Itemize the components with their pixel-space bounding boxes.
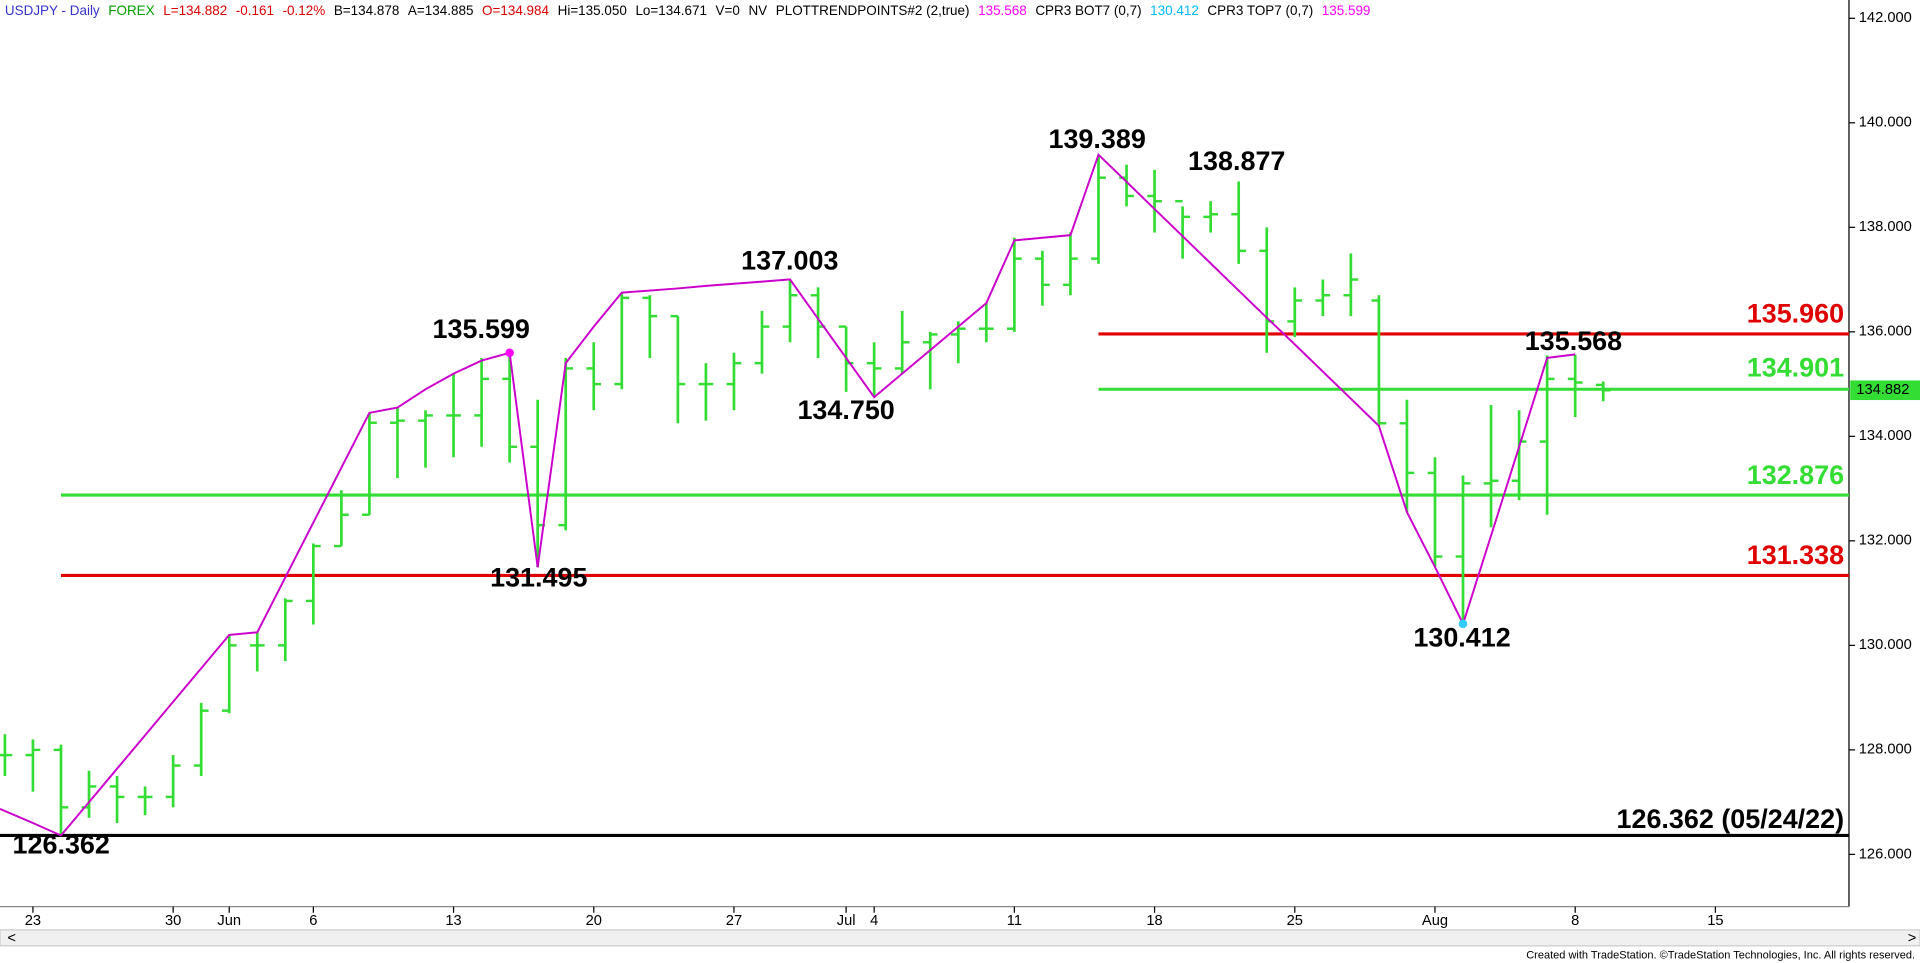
header-item: FOREX [108,3,154,18]
header-item: CPR3 BOT7 (0,7) [1035,3,1141,18]
header-item: NV [748,3,767,18]
x-tick-label: 11 [1007,913,1022,929]
header-item: Hi=135.050 [558,3,627,18]
x-tick-label: 15 [1707,913,1723,929]
y-tick-label: 128.000 [1859,742,1912,758]
x-tick-label: Jun [217,913,241,929]
header-item: -0.12% [283,3,326,18]
level-label: 131.338 [1747,540,1844,570]
header-item: PLOTTRENDPOINTS#2 (2,true) [776,3,970,18]
x-tick-label: 6 [309,913,317,929]
x-tick-label: 23 [25,913,41,929]
y-tick-label: 142.000 [1859,10,1912,26]
header-item: 135.599 [1322,3,1371,18]
pivot-label: 134.750 [797,395,894,425]
pivot-label: 139.389 [1048,124,1145,154]
scrollbar[interactable] [0,929,1920,947]
pivot-high [505,348,514,358]
header-item: V=0 [716,3,740,18]
y-tick-label: 130.000 [1859,637,1912,653]
y-tick-label: 138.000 [1859,219,1912,235]
pivot-label: 126.362 [13,830,110,860]
last-price-box [1850,380,1920,401]
trend-line [0,152,1576,837]
x-tick-label: Jul [837,913,856,929]
header-item: Lo=134.671 [635,3,707,18]
header-item: O=134.984 [482,3,550,18]
header-item: 130.412 [1150,3,1199,18]
header-item: 135.568 [978,3,1027,18]
y-tick-label: 140.000 [1859,115,1912,131]
scroll-left[interactable]: < [7,930,16,946]
pivot-low [1458,619,1468,629]
pivot-label: 130.412 [1413,623,1510,653]
level-label: 134.901 [1747,353,1844,383]
header-item: B=134.878 [334,3,400,18]
header-item: A=134.885 [408,3,474,18]
header-item: CPR3 TOP7 (0,7) [1207,3,1313,18]
x-tick-label: 13 [445,913,461,929]
level-label: 126.362 (05/24/22) [1616,804,1844,834]
last-price-label: 134.882 [1856,382,1909,398]
x-tick-label: 4 [870,913,878,929]
pivot-label: 131.495 [490,563,587,593]
y-tick-label: 126.000 [1859,846,1912,862]
pivot-label: 135.568 [1525,326,1622,356]
x-tick-label: 27 [726,913,742,929]
x-tick-label: 8 [1571,913,1579,929]
pivot-label: 135.599 [433,314,530,344]
y-tick-label: 132.000 [1859,533,1912,549]
header-item: -0.161 [236,3,274,18]
header: USDJPY - Daily FOREX L=134.882 -0.161 -0.12%… [5,3,1371,18]
header-item: L=134.882 [163,3,227,18]
x-tick-label: 25 [1287,913,1303,929]
pivot-label: 137.003 [741,245,838,275]
level-label: 135.960 [1747,299,1844,329]
x-tick-label: 30 [165,913,181,929]
level-label: 132.876 [1747,460,1844,490]
header-item: USDJPY - Daily [5,3,100,18]
x-tick-label: 20 [586,913,602,929]
x-tick-label: 18 [1146,913,1162,929]
y-tick-label: 134.000 [1859,428,1912,444]
y-tick-label: 136.000 [1859,324,1912,340]
x-tick-label: Aug [1422,913,1448,929]
footer: Created with TradeStation. ©TradeStation… [1526,950,1915,962]
pivot-label: 138.877 [1188,146,1285,176]
scroll-right[interactable]: > [1908,930,1917,946]
